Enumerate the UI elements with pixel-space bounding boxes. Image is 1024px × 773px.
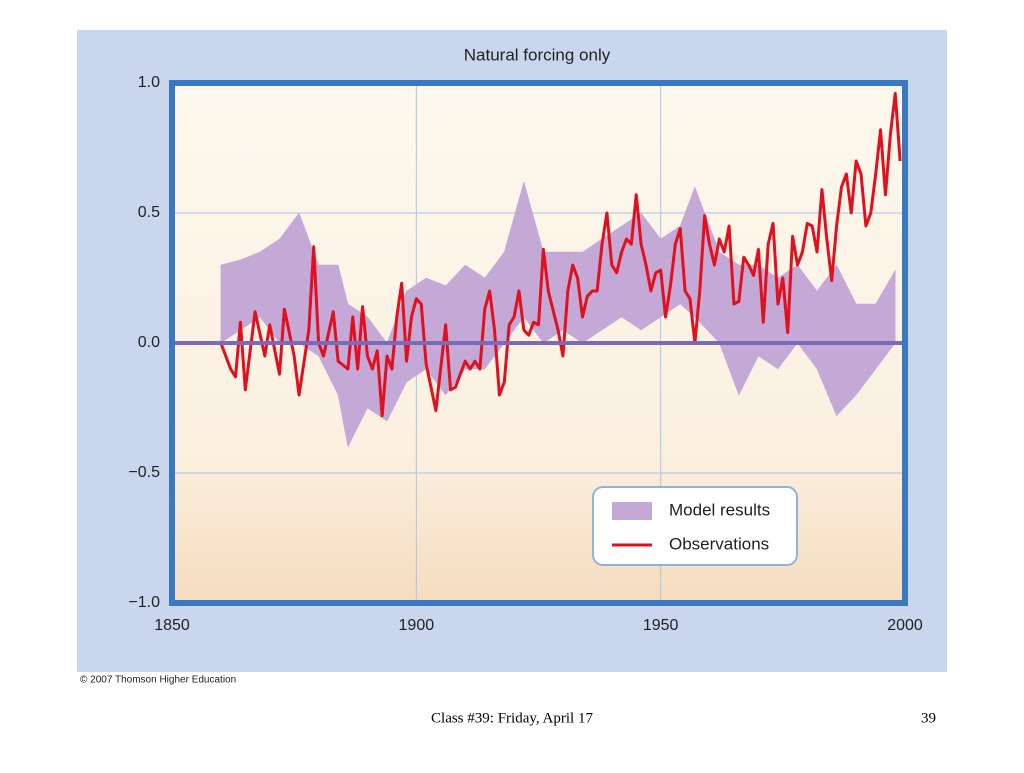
legend-label: Observations xyxy=(669,534,769,553)
model-band xyxy=(220,259,241,344)
x-tick-label: 1900 xyxy=(399,617,435,634)
plot-frame xyxy=(169,80,908,606)
legend-label: Model results xyxy=(669,500,770,519)
y-tick-label: 0.0 xyxy=(138,334,160,351)
chart-title: Natural forcing only xyxy=(464,45,611,64)
y-tick-label: 0.5 xyxy=(138,204,160,221)
y-tick-label: −0.5 xyxy=(128,464,160,481)
legend: Model results Observations xyxy=(592,486,798,566)
model-band xyxy=(601,225,622,331)
credit: © 2007 Thomson Higher Education xyxy=(80,675,236,686)
footer: Class #39: Friday, April 17 xyxy=(431,710,593,726)
observations-line xyxy=(219,91,902,418)
x-tick-label: 2000 xyxy=(887,617,923,634)
y-tick-label: −1.0 xyxy=(128,594,160,611)
x-tick-label: 1950 xyxy=(643,617,679,634)
page-number: 39 xyxy=(921,710,936,726)
y-tick-label: 1.0 xyxy=(138,74,160,91)
x-tick-label: 1850 xyxy=(154,617,190,634)
legend-swatch xyxy=(612,502,652,520)
